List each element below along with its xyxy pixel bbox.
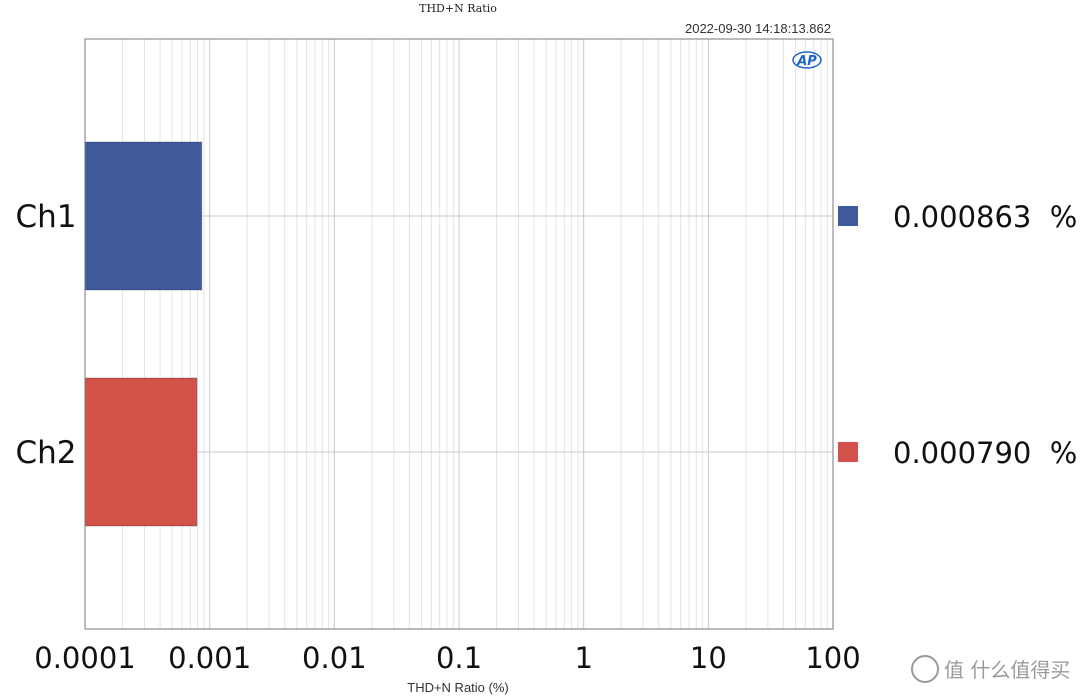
x-axis-label: THD+N Ratio (%)	[407, 680, 509, 695]
x-tick-label: 0.001	[168, 641, 251, 675]
x-tick-label: 100	[805, 641, 860, 675]
legend-swatch-ch2	[838, 442, 858, 462]
ap-logo-ring	[792, 51, 822, 69]
bars	[84, 141, 203, 527]
chart-timestamp: 2022-09-30 14:18:13.862	[685, 21, 831, 36]
value-legend: 0.000863 % 0.000790 %	[838, 200, 1077, 470]
ap-logo: AP	[792, 51, 822, 69]
x-tick-labels: 0.0001 0.001 0.01 0.1 1 10 100	[34, 641, 860, 675]
watermark-text: 值 什么值得买	[944, 658, 1070, 682]
value-label-ch1: 0.000863 %	[893, 200, 1077, 234]
category-label-ch2: Ch2	[15, 435, 76, 471]
x-tick-label: 0.1	[436, 641, 482, 675]
x-tick-label: 1	[574, 641, 592, 675]
grid-lines	[85, 39, 833, 629]
plot-area-frame	[84, 38, 834, 630]
bar-ch1	[84, 141, 203, 291]
chart-title: THD+N Ratio	[419, 2, 497, 15]
legend-swatch-ch1	[838, 206, 858, 226]
x-tick-label: 0.0001	[34, 641, 135, 675]
bar-ch2	[84, 377, 198, 527]
ap-logo-text: AP	[796, 54, 817, 69]
category-label-ch1: Ch1	[15, 199, 76, 235]
x-tick-label: 10	[690, 641, 727, 675]
category-labels: Ch1 Ch2	[15, 199, 76, 471]
watermark: 值 什么值得买	[911, 655, 1070, 683]
value-label-ch2: 0.000790 %	[893, 436, 1077, 470]
watermark-icon	[911, 655, 939, 683]
x-tick-label: 0.01	[302, 641, 367, 675]
